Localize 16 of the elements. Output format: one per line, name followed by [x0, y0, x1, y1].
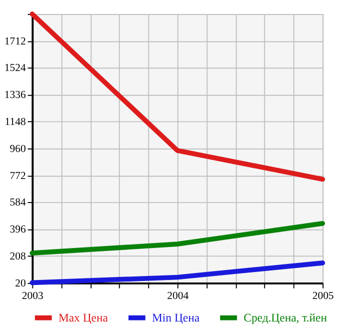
y-tick-label: 20 — [15, 277, 26, 290]
legend-label: Сред.Цена, т.йен — [244, 312, 327, 325]
y-tick-label: 772 — [10, 170, 26, 182]
y-tick-label: 1148 — [4, 116, 26, 128]
legend-label: Min Цена — [152, 312, 200, 325]
y-tick-label: 960 — [10, 142, 26, 155]
x-tick-label: 2004 — [167, 290, 190, 302]
y-tick-label: 1336 — [4, 89, 26, 102]
y-tick-label: 1712 — [4, 35, 26, 48]
y-tick-label: 208 — [10, 250, 26, 262]
y-tick-label: 396 — [10, 224, 26, 236]
y-tick-label: 1524 — [4, 62, 26, 74]
legend-label: Max Цена — [58, 312, 109, 325]
y-tick-label: 584 — [10, 196, 26, 209]
x-tick-label: 2003 — [22, 290, 44, 302]
x-tick-label: 2005 — [312, 290, 334, 302]
